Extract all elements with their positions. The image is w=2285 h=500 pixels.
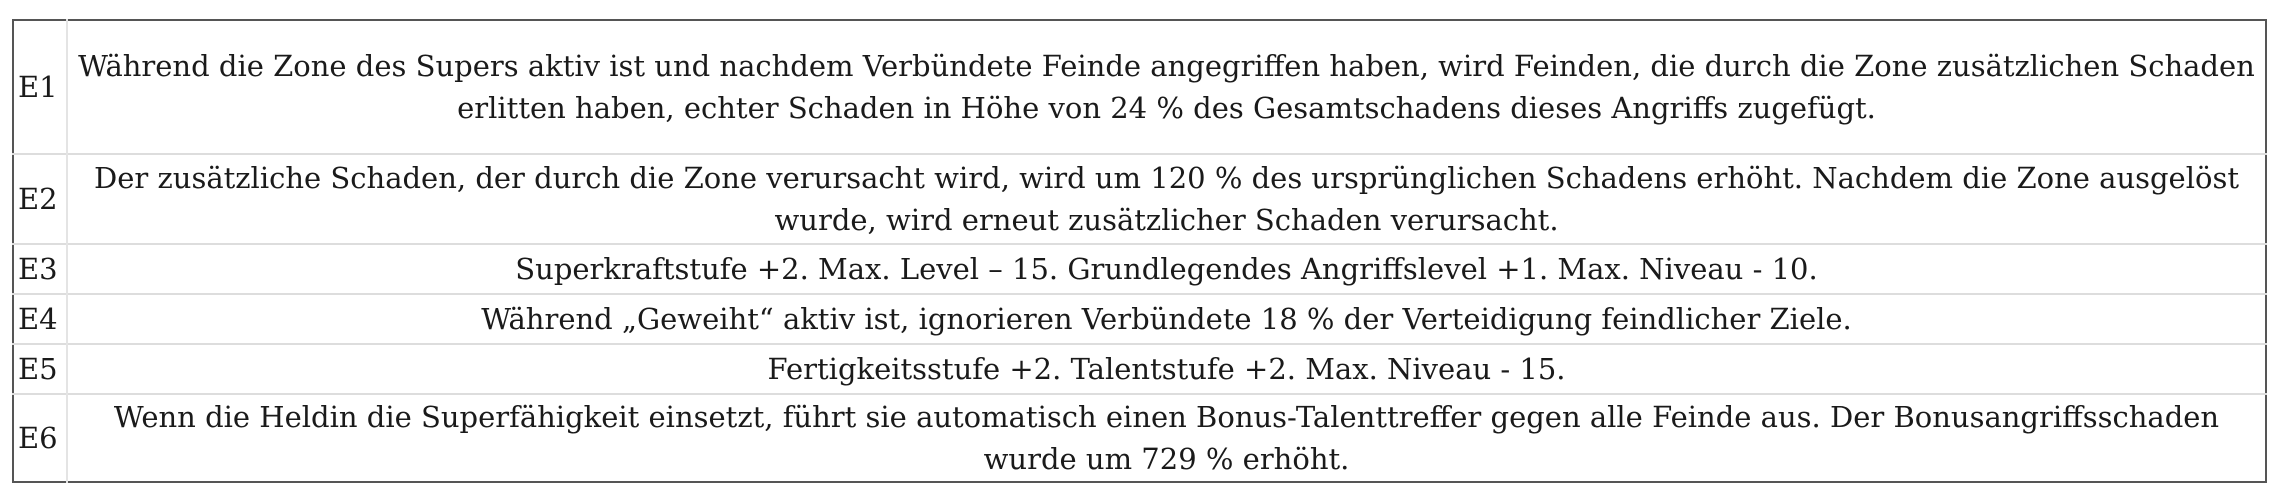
row-id: E5 (13, 343, 68, 394)
table-row: E1 Während die Zone des Supers aktiv ist… (13, 20, 2266, 154)
row-description: Der zusätzliche Schaden, der durch die Z… (67, 153, 2266, 244)
row-id: E3 (13, 243, 68, 294)
table-row: E5 Fertigkeitsstufe +2. Talentstufe +2. … (13, 343, 2266, 394)
row-description: Fertigkeitsstufe +2. Talentstufe +2. Max… (67, 343, 2266, 394)
row-description: Wenn die Heldin die Superfähigkeit einse… (67, 393, 2266, 482)
row-id: E4 (13, 293, 68, 344)
table-row: E3 Superkraftstufe +2. Max. Level – 15. … (13, 243, 2266, 294)
row-description: Während die Zone des Supers aktiv ist un… (78, 49, 2255, 125)
table-row: E6 Wenn die Heldin die Superfähigkeit ei… (13, 393, 2266, 482)
row-description: Während „Geweiht“ aktiv ist, ignorieren … (67, 293, 2266, 344)
eidolon-table: E1 Während die Zone des Supers aktiv ist… (12, 19, 2267, 483)
table-row: E4 Während „Geweiht“ aktiv ist, ignorier… (13, 293, 2266, 344)
row-id: E1 (13, 20, 68, 154)
table-row: E2 Der zusätzliche Schaden, der durch di… (13, 153, 2266, 244)
row-id: E6 (13, 393, 68, 482)
row-description: Superkraftstufe +2. Max. Level – 15. Gru… (67, 243, 2266, 294)
row-id: E2 (13, 153, 68, 244)
